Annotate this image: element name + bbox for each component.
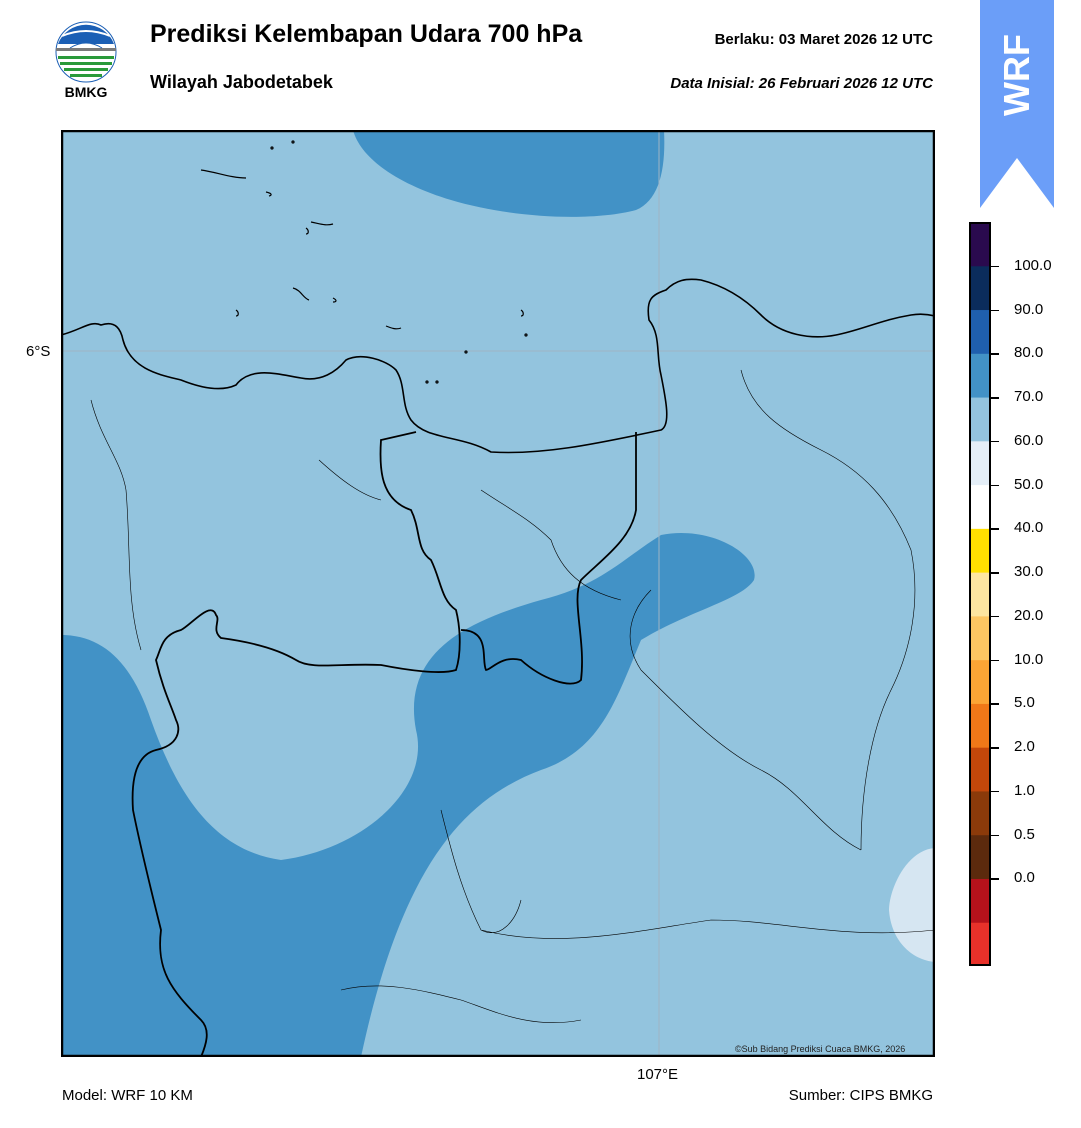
wrf-badge-text: WRF — [980, 10, 1054, 140]
colorbar-segment — [969, 834, 991, 879]
thousand-islands — [200, 140, 528, 384]
logo-text: BMKG — [64, 84, 108, 100]
colorbar-tick — [991, 703, 999, 705]
regency-boundaries — [90, 369, 935, 1023]
colorbar-tick — [991, 265, 999, 268]
colorbar-tick — [991, 572, 999, 574]
colorbar-segment — [969, 528, 991, 573]
colorbar-label: 1.0 — [1014, 781, 1035, 799]
colorbar-label: 2.0 — [1014, 738, 1035, 756]
model-info: Model: WRF 10 KM — [62, 1087, 193, 1104]
colorbar-segment — [969, 397, 991, 442]
humidity-band-50-60-east — [889, 848, 935, 962]
province-boundary — [131, 431, 461, 1057]
colorbar-label: 0.0 — [1014, 869, 1035, 887]
colorbar-tick — [991, 440, 999, 443]
valid-time: Berlaku: 03 Maret 2026 12 UTC — [714, 31, 933, 48]
colorbar-tick — [991, 397, 999, 399]
colorbar-tick — [991, 484, 999, 487]
colorbar-tick — [991, 790, 999, 793]
colorbar-segment — [969, 222, 991, 267]
colorbar-tick — [991, 615, 999, 618]
colorbar-tick — [991, 878, 999, 880]
colorbar-segment — [969, 878, 991, 923]
initial-time: Data Inisial: 26 Februari 2026 12 UTC — [670, 75, 933, 92]
colorbar-label: 5.0 — [1014, 694, 1035, 712]
colorbar-tick — [991, 747, 999, 749]
coastline — [61, 278, 935, 454]
colorbar-tick — [991, 659, 999, 662]
colorbar-label: 20.0 — [1014, 606, 1044, 624]
bmkg-logo-icon — [55, 21, 117, 83]
humidity-map — [61, 130, 935, 1057]
colorbar-segment — [969, 265, 991, 311]
latitude-label: 6°S — [26, 343, 51, 360]
colorbar-segment — [969, 353, 991, 398]
page-title: Prediksi Kelembapan Udara 700 hPa — [150, 20, 583, 48]
colorbar-segment — [969, 484, 991, 529]
colorbar-tick — [991, 353, 999, 355]
province-boundary-east — [460, 432, 637, 685]
colorbar-tick — [991, 834, 999, 837]
wrf-label: WRF — [996, 34, 1037, 116]
colorbar-segment — [969, 747, 991, 792]
colorbar-label: 10.0 — [1014, 650, 1044, 668]
colorbar-segment — [969, 440, 991, 486]
colorbar-segment — [969, 922, 991, 966]
colorbar-segment — [969, 309, 991, 354]
region-subtitle: Wilayah Jabodetabek — [150, 72, 333, 92]
colorbar-label: 30.0 — [1014, 563, 1044, 581]
colorbar-tick — [991, 309, 999, 312]
copyright-text: ©Sub Bidang Prediksi Cuaca BMKG, 2026 — [735, 1044, 906, 1054]
colorbar-segment — [969, 790, 991, 836]
map-frame — [61, 130, 935, 1057]
colorbar — [969, 222, 991, 966]
colorbar-label: 90.0 — [1014, 300, 1044, 318]
colorbar-segment — [969, 659, 991, 704]
wrf-badge — [980, 0, 1054, 208]
humidity-band-70-80-north — [353, 130, 665, 217]
colorbar-segment — [969, 703, 991, 748]
colorbar-segment — [969, 572, 991, 617]
colorbar-label: 40.0 — [1014, 519, 1044, 537]
colorbar-frame — [969, 222, 991, 966]
colorbar-label: 60.0 — [1014, 431, 1044, 449]
colorbar-label: 80.0 — [1014, 344, 1044, 362]
colorbar-label: 0.5 — [1014, 825, 1035, 843]
colorbar-label: 50.0 — [1014, 475, 1044, 493]
longitude-label: 107°E — [637, 1066, 679, 1083]
colorbar-label: 70.0 — [1014, 388, 1044, 406]
colorbar-segment — [969, 615, 991, 661]
source-info: Sumber: CIPS BMKG — [788, 1087, 933, 1104]
colorbar-tick — [991, 528, 999, 530]
colorbar-label: 100.0 — [1014, 256, 1052, 274]
